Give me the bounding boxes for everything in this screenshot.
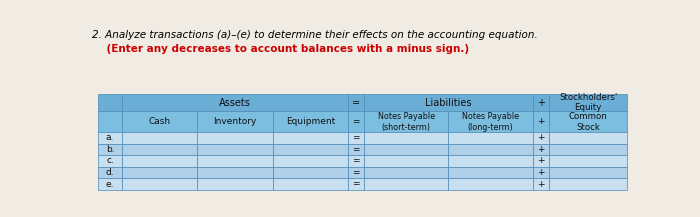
Bar bbox=[272, 132, 348, 144]
Bar bbox=[122, 94, 348, 112]
Text: Equipment: Equipment bbox=[286, 117, 335, 126]
Bar bbox=[449, 155, 533, 167]
Bar bbox=[364, 155, 449, 167]
Bar bbox=[549, 155, 627, 167]
Bar bbox=[122, 155, 197, 167]
Bar bbox=[533, 178, 549, 190]
Bar bbox=[272, 112, 348, 132]
Bar bbox=[533, 155, 549, 167]
Bar bbox=[549, 94, 627, 112]
Bar bbox=[98, 94, 122, 112]
Bar bbox=[549, 112, 627, 132]
Bar bbox=[348, 144, 364, 155]
Bar bbox=[364, 167, 449, 178]
Bar bbox=[98, 144, 122, 155]
Bar bbox=[272, 144, 348, 155]
Text: =: = bbox=[352, 145, 360, 154]
Text: +: + bbox=[537, 117, 545, 126]
Bar bbox=[449, 178, 533, 190]
Text: Liabilities: Liabilities bbox=[425, 98, 472, 108]
Text: +: + bbox=[537, 156, 545, 166]
Text: +: + bbox=[537, 133, 545, 142]
Bar bbox=[533, 94, 549, 112]
Bar bbox=[98, 112, 122, 132]
Bar bbox=[98, 132, 122, 144]
Bar bbox=[197, 167, 272, 178]
Bar bbox=[449, 144, 533, 155]
Bar bbox=[364, 94, 533, 112]
Text: Notes Payable
(short-term): Notes Payable (short-term) bbox=[378, 112, 435, 132]
Bar bbox=[122, 167, 197, 178]
Bar bbox=[533, 132, 549, 144]
Bar bbox=[533, 167, 549, 178]
Text: c.: c. bbox=[106, 156, 114, 166]
Text: Stockholders'
Equity: Stockholders' Equity bbox=[559, 93, 617, 112]
Text: =: = bbox=[352, 156, 360, 166]
Text: +: + bbox=[537, 179, 545, 189]
Bar bbox=[364, 132, 449, 144]
Text: b.: b. bbox=[106, 145, 114, 154]
Bar bbox=[533, 144, 549, 155]
Text: =: = bbox=[352, 179, 360, 189]
Bar bbox=[272, 167, 348, 178]
Bar bbox=[549, 178, 627, 190]
Text: d.: d. bbox=[106, 168, 114, 177]
Bar bbox=[197, 132, 272, 144]
Text: e.: e. bbox=[106, 179, 114, 189]
Text: Inventory: Inventory bbox=[213, 117, 256, 126]
Bar bbox=[549, 132, 627, 144]
Bar bbox=[549, 144, 627, 155]
Text: Common
Stock: Common Stock bbox=[568, 112, 608, 132]
Bar bbox=[348, 167, 364, 178]
Text: =: = bbox=[352, 117, 360, 126]
Text: =: = bbox=[352, 133, 360, 142]
Bar bbox=[364, 144, 449, 155]
Text: 2. Analyze transactions (a)–(e) to determine their effects on the accounting equ: 2. Analyze transactions (a)–(e) to deter… bbox=[92, 30, 541, 40]
Bar bbox=[272, 178, 348, 190]
Bar bbox=[98, 155, 122, 167]
Bar bbox=[122, 178, 197, 190]
Text: a.: a. bbox=[106, 133, 114, 142]
Text: =: = bbox=[352, 168, 360, 177]
Text: Cash: Cash bbox=[148, 117, 170, 126]
Text: +: + bbox=[537, 98, 545, 108]
Bar bbox=[533, 112, 549, 132]
Text: Notes Payable
(long-term): Notes Payable (long-term) bbox=[462, 112, 519, 132]
Bar bbox=[272, 155, 348, 167]
Bar bbox=[122, 144, 197, 155]
Text: +: + bbox=[537, 145, 545, 154]
Bar bbox=[197, 144, 272, 155]
Bar bbox=[197, 112, 272, 132]
Bar bbox=[122, 132, 197, 144]
Bar bbox=[348, 94, 364, 112]
Bar bbox=[449, 112, 533, 132]
Bar bbox=[348, 155, 364, 167]
Text: (Enter any decreases to account balances with a minus sign.): (Enter any decreases to account balances… bbox=[92, 44, 469, 54]
Bar bbox=[364, 112, 449, 132]
Bar bbox=[98, 178, 122, 190]
Text: =: = bbox=[352, 98, 361, 108]
Bar bbox=[98, 167, 122, 178]
Bar bbox=[197, 155, 272, 167]
Bar bbox=[348, 132, 364, 144]
Bar bbox=[549, 167, 627, 178]
Bar bbox=[197, 178, 272, 190]
Bar bbox=[364, 178, 449, 190]
Bar bbox=[348, 178, 364, 190]
Bar bbox=[449, 167, 533, 178]
Bar bbox=[449, 132, 533, 144]
Text: +: + bbox=[537, 168, 545, 177]
Text: Assets: Assets bbox=[219, 98, 251, 108]
Bar bbox=[348, 112, 364, 132]
Bar bbox=[122, 112, 197, 132]
